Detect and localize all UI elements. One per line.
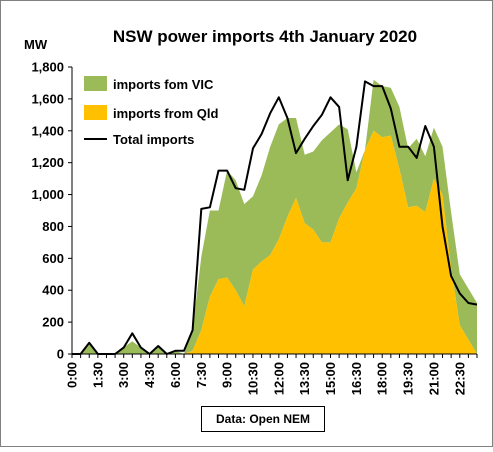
y-axis-unit-label: MW <box>24 37 48 52</box>
source-box: Data: Open NEM <box>201 406 325 432</box>
legend-label: imports fom VIC <box>113 77 214 92</box>
x-tick-label: 19:30 <box>401 362 416 395</box>
plot-area <box>72 79 478 355</box>
x-tick-label: 4:30 <box>142 362 157 388</box>
x-tick-label: 6:00 <box>168 362 183 388</box>
y-tick-label: 1,600 <box>31 91 64 106</box>
x-tick-label: 0:00 <box>65 362 80 388</box>
chart-title: NSW power imports 4th January 2020 <box>113 27 417 46</box>
x-tick-label: 16:30 <box>349 362 364 395</box>
y-tick-label: 400 <box>42 283 64 298</box>
y-tick-label: 1,800 <box>31 60 64 75</box>
legend-label: Total imports <box>113 132 194 147</box>
y-tick-label: 1,000 <box>31 187 64 202</box>
x-tick-label: 10:30 <box>245 362 260 395</box>
x-tick-label: 21:00 <box>426 362 441 395</box>
source-label: Data: Open NEM <box>216 412 310 426</box>
y-tick-label: 1,400 <box>31 123 64 138</box>
series-line-total-imports <box>72 80 478 355</box>
x-tick-label: 13:30 <box>297 362 312 395</box>
x-tick-label: 22:30 <box>452 362 467 395</box>
x-tick-label: 9:00 <box>220 362 235 388</box>
y-tick-label: 1,200 <box>31 155 64 170</box>
legend-swatch <box>84 76 107 91</box>
legend: imports fom VIC imports from Qld Total imp… <box>84 76 219 147</box>
x-tick-label: 15:00 <box>323 362 338 395</box>
y-tick-label: 800 <box>42 219 64 234</box>
series-area-imports-vic <box>72 79 477 355</box>
series-area-imports-qld <box>72 130 477 354</box>
x-tick-label: 7:30 <box>194 362 209 388</box>
x-tick-label: 12:00 <box>271 362 286 395</box>
y-tick-label: 0 <box>57 347 64 362</box>
axes: 0 200 400 600 800 1,000 1,200 1,400 1,600 1,800 0:… <box>31 60 478 395</box>
legend-swatch <box>84 105 107 120</box>
x-tick-label: 3:00 <box>116 362 131 388</box>
y-tick-label: 600 <box>42 251 64 266</box>
y-tick-label: 200 <box>42 315 64 330</box>
x-tick-label: 1:30 <box>90 362 105 388</box>
x-tick-label: 18:00 <box>375 362 390 395</box>
source-box-frame <box>201 406 325 432</box>
legend-label: imports from Qld <box>113 106 219 121</box>
